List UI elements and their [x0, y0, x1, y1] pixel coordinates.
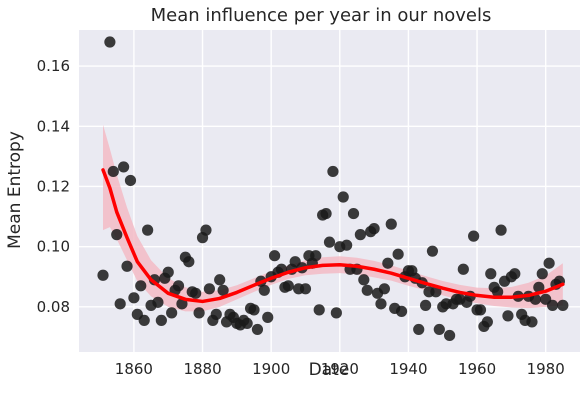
scatter-point — [444, 329, 456, 342]
y-tick-label: 0.16 — [37, 57, 70, 75]
scatter-point — [361, 284, 373, 296]
scatter-point — [97, 269, 109, 281]
scatter-point — [430, 286, 442, 298]
grid-lines — [79, 30, 580, 352]
scatter-point — [526, 316, 538, 328]
scatter-point — [546, 299, 559, 311]
scatter-point — [392, 248, 404, 260]
scatter-point — [502, 310, 514, 322]
scatter-point — [107, 165, 119, 178]
scatter-point — [536, 268, 548, 280]
scatter-point — [183, 256, 195, 268]
y-tick-label: 0.08 — [37, 298, 70, 316]
scatter-point — [124, 174, 137, 187]
scatter-point — [492, 286, 504, 298]
scatter-point — [162, 266, 174, 278]
scatter-point — [543, 257, 555, 269]
scatter-point — [468, 230, 480, 242]
y-tick-label: 0.12 — [37, 177, 70, 195]
scatter-point — [299, 283, 312, 295]
scatter-point — [378, 283, 391, 295]
scatter-point — [327, 165, 339, 178]
x-tick-label: 1980 — [527, 360, 565, 378]
tick-labels: 1860 1880 1900 1920 1940 1960 1980 0.08 0.10 0.12… — [37, 57, 565, 378]
scatter-point — [241, 317, 253, 330]
scatter-point — [341, 239, 353, 251]
scatter-point — [347, 207, 360, 220]
scatter-point — [176, 298, 188, 310]
scatter-point — [262, 311, 274, 323]
scatter-point — [368, 223, 380, 235]
scatter-point — [426, 245, 439, 257]
scatter-point — [251, 323, 264, 336]
fit-curve — [101, 168, 565, 304]
scatter-point — [214, 274, 226, 286]
scatter-point — [433, 323, 445, 336]
x-tick-label: 1880 — [183, 360, 221, 378]
scatter-point — [268, 250, 281, 262]
x-tick-label: 1860 — [115, 360, 153, 378]
scatter-point — [248, 304, 260, 316]
scatter-point — [128, 292, 140, 304]
scatter-point — [313, 304, 325, 316]
scatter-point — [203, 283, 215, 295]
scatter-point — [354, 229, 366, 241]
scatter-point — [111, 229, 123, 241]
scatter-point — [320, 207, 332, 220]
scatter-point — [337, 191, 349, 203]
scatter-point — [529, 293, 541, 305]
chart-title: Mean influence per year in our novels — [151, 5, 492, 26]
scatter-point — [457, 263, 469, 275]
scatter-point — [495, 224, 507, 236]
y-axis-label: Mean Entropy — [5, 131, 25, 249]
fit-curve-layer — [101, 168, 565, 304]
scatter-point — [190, 287, 202, 299]
scatter-point — [210, 308, 222, 320]
scatter-point — [114, 298, 126, 310]
scatter-point — [382, 257, 394, 269]
scatter-point — [118, 161, 130, 173]
scatter-point — [557, 299, 569, 311]
scatter-point — [330, 307, 342, 319]
x-tick-label: 1920 — [321, 360, 359, 378]
scatter-point — [200, 224, 212, 236]
scatter-point — [155, 314, 167, 327]
scatter-point — [282, 280, 294, 292]
scatter-point — [217, 284, 229, 296]
scatter-point — [474, 304, 487, 316]
scatter-point — [485, 268, 497, 280]
scatter-point — [166, 307, 178, 319]
scatter-point — [358, 274, 370, 286]
scatter-point — [323, 236, 336, 248]
scatter-point — [258, 284, 270, 296]
scatter-point — [481, 316, 493, 328]
scatter-point — [193, 307, 205, 319]
x-axis-label: Date — [309, 360, 350, 380]
x-tick-label: 1960 — [458, 360, 496, 378]
y-tick-label: 0.10 — [37, 238, 70, 256]
scatter-point — [419, 299, 432, 311]
scatter-point — [413, 323, 425, 336]
scatter-point — [138, 314, 150, 327]
scatter-point — [172, 280, 185, 292]
scatter-point — [310, 250, 322, 262]
y-tick-label: 0.14 — [37, 117, 70, 135]
scatter-point — [152, 296, 164, 308]
scatter-point — [385, 218, 397, 230]
scatter-point — [533, 281, 545, 293]
scatter-point — [142, 224, 154, 236]
scatter-point — [395, 305, 408, 317]
scatter-point — [375, 298, 387, 310]
scatter-point — [104, 36, 116, 48]
scatter-point — [121, 260, 133, 272]
scatter-point — [509, 268, 521, 280]
x-tick-label: 1900 — [252, 360, 290, 378]
scatter-point — [135, 280, 147, 292]
x-tick-label: 1940 — [389, 360, 427, 378]
